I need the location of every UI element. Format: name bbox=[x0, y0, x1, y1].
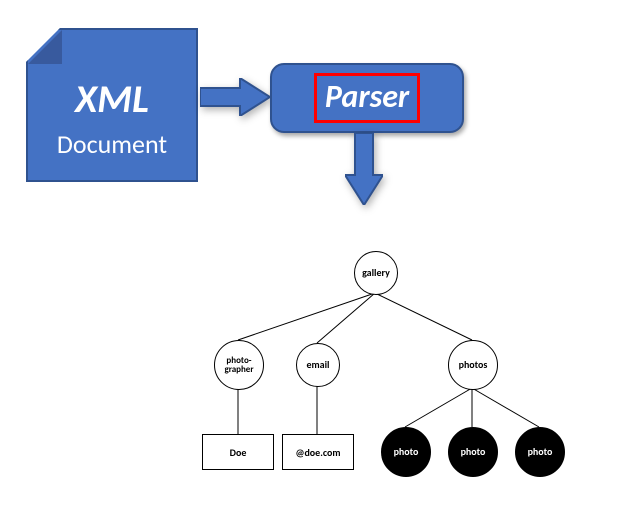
node-label: photos bbox=[459, 360, 488, 371]
arrow-right-icon bbox=[200, 78, 270, 116]
node-label: photo bbox=[394, 447, 419, 458]
node-label: Doe bbox=[230, 446, 247, 459]
node-photographer: photo- grapher bbox=[214, 340, 264, 390]
node-photos: photos bbox=[448, 340, 498, 390]
node-photo-3: photo bbox=[515, 427, 565, 477]
node-doe-email: @doe.com bbox=[282, 434, 354, 470]
node-label: gallery bbox=[362, 268, 390, 279]
node-label: email bbox=[306, 360, 329, 371]
arrow-down-icon bbox=[345, 133, 383, 205]
parser-label: Parser bbox=[314, 73, 420, 123]
node-photo-2: photo bbox=[448, 427, 498, 477]
node-label: photo bbox=[528, 447, 553, 458]
node-email: email bbox=[296, 343, 340, 387]
diagram-canvas: XML Document Parser gallery photo- graph… bbox=[0, 0, 622, 517]
node-label: photo- grapher bbox=[224, 356, 253, 375]
xml-document-shape: XML Document bbox=[26, 28, 198, 182]
node-doe: Doe bbox=[202, 434, 274, 470]
xml-title: XML bbox=[28, 74, 196, 123]
page-fold-icon bbox=[28, 30, 62, 64]
node-label: @doe.com bbox=[295, 446, 340, 459]
xml-subtitle: Document bbox=[28, 128, 196, 160]
node-photo-1: photo bbox=[381, 427, 431, 477]
node-gallery: gallery bbox=[354, 251, 398, 295]
parse-tree: gallery photo- grapher email photos Doe … bbox=[120, 248, 600, 508]
node-label: photo bbox=[461, 447, 486, 458]
parser-box: Parser bbox=[270, 63, 464, 133]
